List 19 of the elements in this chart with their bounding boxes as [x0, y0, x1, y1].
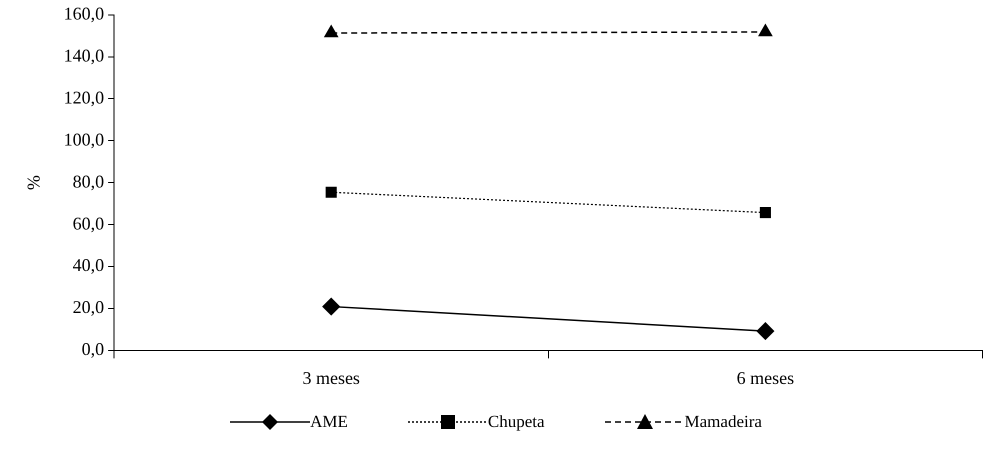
y-tick-label: 40,0 — [72, 255, 104, 276]
y-tick-label: 80,0 — [72, 171, 104, 192]
x-tick-label: 6 meses — [736, 368, 794, 388]
point — [756, 322, 774, 340]
legend-label: AME — [310, 412, 348, 432]
y-tick-label: 120,0 — [64, 87, 104, 108]
y-tick-label: 0,0 — [82, 339, 104, 360]
point — [326, 186, 337, 198]
point — [322, 298, 340, 316]
legend-label: Mamadeira — [684, 412, 762, 432]
y-tick-label: 160,0 — [64, 4, 104, 24]
y-tick-label: 60,0 — [72, 213, 104, 234]
x-tick-label: 3 meses — [302, 368, 360, 388]
y-axis-title: % — [24, 175, 44, 190]
point — [760, 207, 771, 218]
y-tick-label: 100,0 — [64, 129, 104, 150]
y-tick-label: 140,0 — [64, 45, 104, 66]
legend-label: Chupeta — [488, 412, 545, 432]
y-tick-label: 20,0 — [72, 297, 104, 318]
